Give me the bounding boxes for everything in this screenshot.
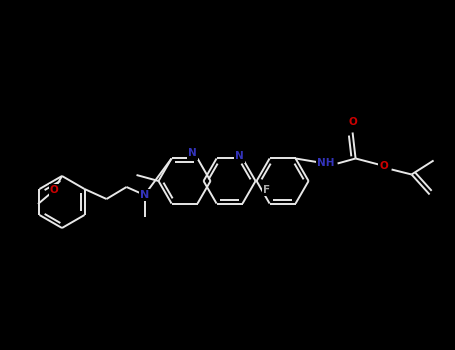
Text: O: O — [379, 161, 388, 171]
Text: NH: NH — [317, 159, 334, 168]
Text: N: N — [188, 148, 197, 159]
Text: N: N — [140, 190, 149, 200]
Text: N: N — [235, 152, 244, 161]
Text: O: O — [50, 185, 58, 195]
Text: F: F — [263, 184, 270, 195]
Text: O: O — [348, 118, 357, 127]
